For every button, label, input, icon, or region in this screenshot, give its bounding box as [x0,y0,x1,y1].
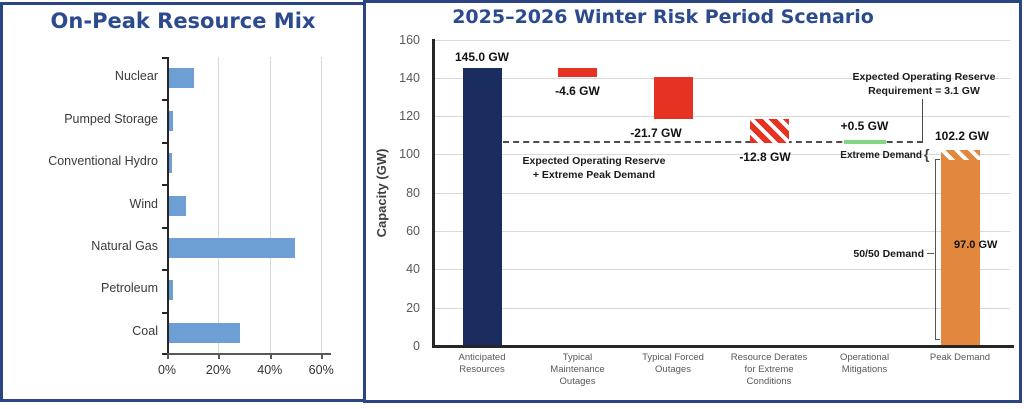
category-label: Petroleum [101,281,158,296]
bar-value-label: 145.0 GW [454,50,510,65]
fifty-fifty-connector-dash [927,253,934,254]
resource-mix-bar [168,153,172,174]
waterfall-bar [558,68,597,78]
bar-value-label: 102.2 GW [934,129,990,144]
gridline-horizontal [432,192,1010,194]
x-tick-label: 60% [308,363,334,377]
annotation-line: Expected Operating Reserve [522,155,666,167]
y-tick-label: 140 [399,70,420,85]
y-tick-label: 80 [406,185,420,200]
x-axis-label: Peak Demand [929,352,991,363]
axis-tick [321,354,324,359]
annotation-line: Expected Operating Reserve [852,71,996,83]
gridline-horizontal [432,77,1010,79]
annotation-line: + Extreme Peak Demand [532,169,656,181]
y-axis-title: Capacity (GW) [374,148,389,238]
resource-mix-bar [168,237,296,258]
extreme-demand-brace: { [924,146,930,162]
y-tick-label: 160 [399,32,420,47]
y-axis-line [432,38,435,347]
y-tick-label: 20 [406,300,420,315]
category-label: Conventional Hydro [48,154,158,169]
annotation-line: Requirement = 3.1 GW [868,85,980,97]
winter-risk-panel: 2025–2026 Winter Risk Period Scenario Ca… [363,0,1022,403]
gridline-horizontal [432,154,1010,156]
waterfall-bar [462,68,502,346]
y-tick-label: 40 [406,262,420,277]
category-label: Nuclear [114,69,158,84]
y-tick-label: 60 [406,224,420,239]
demand-hatch [940,150,980,161]
left-chart-title: On-Peak Resource Mix [50,9,316,33]
axis-tick [162,184,167,187]
y-tick-label: 0 [413,339,420,353]
right-chart-title: 2025–2026 Winter Risk Period Scenario [452,6,874,28]
gridline-horizontal [432,269,1010,271]
x-axis-label: Resource Derates for Extreme Conditions [730,352,808,387]
category-label: Coal [132,323,158,338]
gridline-vertical [321,57,323,354]
resource-mix-bar [168,280,174,301]
bar-value-label: +0.5 GW [840,119,889,134]
axis-tick [162,353,167,355]
x-axis-label: Anticipated Resources [458,352,506,375]
x-axis-label: Operational Mitigations [839,352,890,375]
x-tick-label: 20% [205,363,231,377]
resource-mix-bar [168,195,186,216]
fifty-fifty-demand-label: 50/50 Demand [853,248,924,260]
axis-tick [162,57,167,59]
reserve-requirement-annotation: Expected Operating Reserve Requirement =… [848,70,1000,98]
x-axis-line [167,353,332,355]
mitigation-line [843,140,886,145]
bar-value-label: -21.7 GW [630,125,682,140]
bar-value-label: -12.8 GW [739,150,791,165]
gridline-horizontal [432,116,1010,118]
extreme-demand-label: Extreme Demand [840,150,922,161]
reserve-requirement-pointer-line [922,99,923,141]
category-label: Pumped Storage [64,111,158,126]
axis-tick [167,354,169,359]
gridline-vertical [269,57,271,354]
reserve-plus-extreme-dashed-line [503,141,923,144]
gridline-horizontal [432,307,1010,309]
x-axis-line [432,345,1014,348]
axis-tick [162,311,167,314]
waterfall-bar [749,118,789,144]
category-label: Natural Gas [91,238,158,253]
bar-value-label: 97.0 GW [954,239,998,251]
winter-risk-chart: Capacity (GW) Expected Operating Reserve… [366,3,1019,400]
waterfall-bar [653,77,693,119]
gridline-horizontal [432,231,1010,233]
gridline-horizontal [432,39,1010,41]
axis-tick [162,226,167,229]
axis-tick [218,354,221,359]
axis-tick [162,141,167,144]
x-tick-label: 40% [257,363,283,377]
y-tick-label: 100 [399,147,420,162]
axis-tick [269,354,272,359]
demand-bar [940,150,980,346]
gridline-vertical [218,57,220,354]
category-label: Wind [129,196,158,211]
bar-value-label: -4.6 GW [555,84,600,99]
x-axis-label: Typical Maintenance Outages [550,352,605,387]
axis-tick [162,269,167,272]
axis-tick [162,99,167,102]
y-tick-label: 120 [399,109,420,124]
resource-mix-bar [168,68,194,89]
fifty-fifty-demand-bracket [935,159,940,340]
x-tick-label: 0% [157,363,177,377]
y-axis-line [167,57,169,354]
reserve-plus-extreme-annotation: Expected Operating Reserve + Extreme Pea… [518,154,670,182]
resource-mix-bar [168,322,240,343]
resource-mix-bar [168,110,174,131]
x-axis-label: Typical Forced Outages [642,352,704,375]
resource-mix-panel: On-Peak Resource Mix Nuclear Pumped Stora… [0,2,366,402]
resource-mix-chart: Nuclear Pumped Storage Conventional Hydro W… [3,5,363,399]
